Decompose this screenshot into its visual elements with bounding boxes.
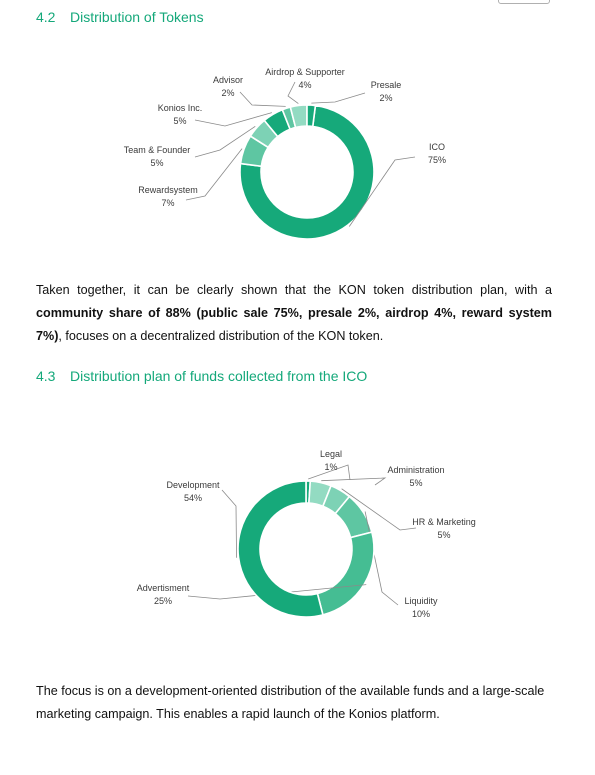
leader-line bbox=[194, 112, 272, 127]
paragraph-line: The focus is on a development-oriented d… bbox=[36, 684, 545, 698]
slice-value-label: 4% bbox=[298, 80, 311, 90]
leader-line bbox=[308, 464, 351, 481]
leader-line bbox=[185, 148, 243, 201]
leader-line bbox=[311, 92, 366, 104]
slice-value-label: 7% bbox=[161, 198, 174, 208]
leader-line bbox=[239, 91, 286, 107]
paragraph-text: Taken together, it can be clearly shown … bbox=[36, 283, 552, 297]
slice-label: Presale bbox=[371, 80, 402, 90]
paragraph-text: focuses on a decentralized distribution … bbox=[65, 329, 384, 343]
slice-value-label: 5% bbox=[173, 116, 186, 126]
slice-value-label: 1% bbox=[324, 462, 337, 472]
slice-label: Administration bbox=[387, 465, 444, 475]
slice-value-label: 2% bbox=[379, 93, 392, 103]
paragraph-line: marketing campaign. This enables a rapid… bbox=[36, 707, 440, 721]
slice-value-label: 5% bbox=[150, 158, 163, 168]
slice-label: Development bbox=[166, 480, 220, 490]
section-number: 4.2 bbox=[36, 9, 56, 25]
slice-label: Rewardsystem bbox=[138, 185, 198, 195]
leader-line bbox=[321, 477, 387, 486]
slice-label: Team & Founder bbox=[124, 145, 191, 155]
section-number: 4.3 bbox=[36, 368, 56, 384]
section-heading-funds: 4.3 Distribution plan of funds collected … bbox=[36, 368, 367, 384]
paragraph-token-distribution: Taken together, it can be clearly shown … bbox=[36, 279, 552, 348]
leader-line bbox=[341, 488, 417, 531]
section-title: Distribution plan of funds collected fro… bbox=[70, 368, 368, 384]
slice-label: HR & Marketing bbox=[412, 517, 476, 527]
donut-slice-advertisment bbox=[316, 531, 375, 616]
paragraph-bold-text: community share of 88% (public sale 75%,… bbox=[36, 306, 552, 343]
slice-value-label: 75% bbox=[428, 155, 446, 165]
slice-value-label: 5% bbox=[437, 530, 450, 540]
donut-slice-development bbox=[237, 480, 324, 618]
section-heading-tokens: 4.2 Distribution of Tokens bbox=[36, 9, 204, 25]
paragraph-text: , bbox=[58, 329, 62, 343]
slice-value-label: 10% bbox=[412, 609, 430, 619]
donut-slice-presale bbox=[306, 104, 317, 128]
page-corner-frame bbox=[498, 0, 550, 4]
token-distribution-donut-chart: ICO 75% Rewardsystem 7% Team & Founder 5% Koni… bbox=[124, 67, 446, 240]
donut-slice-ico bbox=[239, 104, 375, 240]
leader-line bbox=[348, 156, 416, 227]
leader-line bbox=[187, 584, 367, 600]
slice-label: Advisor bbox=[213, 75, 243, 85]
slice-value-label: 25% bbox=[154, 596, 172, 606]
leader-line bbox=[221, 489, 237, 558]
slice-value-label: 54% bbox=[184, 493, 202, 503]
section-title: Distribution of Tokens bbox=[70, 9, 204, 25]
slice-label: Airdrop & Supporter bbox=[265, 67, 345, 77]
slice-value-label: 5% bbox=[409, 478, 422, 488]
slice-label: Legal bbox=[320, 449, 342, 459]
slice-value-label: 2% bbox=[221, 88, 234, 98]
slice-label: Liquidity bbox=[404, 596, 438, 606]
slice-label: Advertisment bbox=[137, 583, 190, 593]
leader-line bbox=[287, 81, 299, 104]
slice-label: Konios Inc. bbox=[158, 103, 203, 113]
leader-line bbox=[194, 126, 256, 158]
paragraph-funds-distribution: The focus is on a development-oriented d… bbox=[36, 680, 552, 726]
slice-label: ICO bbox=[429, 142, 445, 152]
funds-distribution-donut-chart: Legal 1% Administration 5% HR & Marketing 5% L… bbox=[137, 449, 476, 619]
